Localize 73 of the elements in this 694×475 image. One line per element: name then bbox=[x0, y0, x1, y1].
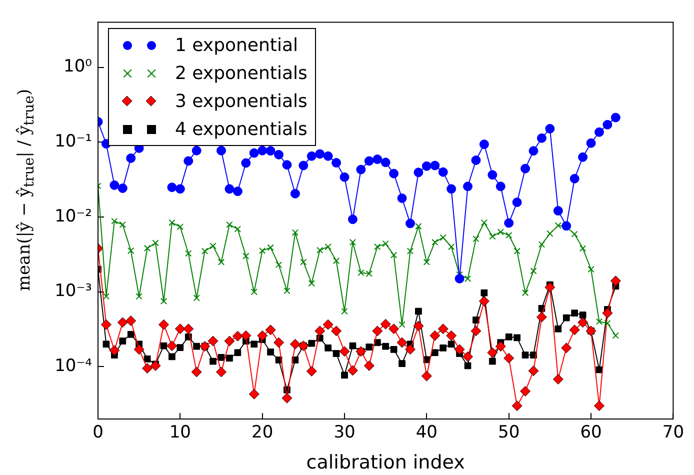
x-axis-title: calibration index bbox=[306, 452, 465, 474]
point bbox=[241, 158, 251, 168]
point bbox=[536, 133, 546, 143]
point bbox=[488, 170, 498, 180]
x-tick-label: 60 bbox=[580, 422, 602, 443]
point bbox=[274, 150, 284, 160]
point bbox=[430, 160, 440, 170]
point bbox=[520, 164, 530, 174]
point bbox=[438, 167, 448, 177]
y-tick-label: 10⁻³ bbox=[54, 281, 92, 302]
point bbox=[348, 214, 358, 224]
point bbox=[323, 151, 333, 161]
point bbox=[422, 161, 432, 171]
y-tick-label: 10⁻² bbox=[54, 206, 92, 226]
point bbox=[232, 186, 242, 196]
point bbox=[504, 218, 514, 228]
point bbox=[586, 138, 596, 148]
point bbox=[364, 156, 374, 166]
x-tick-label: 0 bbox=[92, 422, 104, 443]
point bbox=[249, 148, 259, 158]
point bbox=[610, 112, 620, 122]
point bbox=[594, 127, 604, 137]
point bbox=[258, 146, 268, 156]
x-tick-label: 20 bbox=[252, 422, 274, 443]
point bbox=[118, 183, 128, 193]
x-tick-label: 30 bbox=[334, 422, 356, 443]
point bbox=[479, 140, 489, 150]
x-tick-label: 50 bbox=[498, 422, 520, 443]
point bbox=[224, 184, 234, 194]
point bbox=[471, 155, 481, 165]
point bbox=[290, 188, 300, 198]
point bbox=[463, 182, 473, 192]
point bbox=[545, 124, 555, 134]
y-tick-label: 10⁻⁴ bbox=[54, 356, 92, 376]
point bbox=[175, 184, 185, 194]
point bbox=[340, 172, 350, 182]
point bbox=[397, 193, 407, 203]
x-tick-label: 10 bbox=[169, 422, 191, 443]
legend-label: 4 exponentials bbox=[175, 118, 308, 140]
point bbox=[496, 182, 506, 192]
point bbox=[306, 151, 316, 161]
point bbox=[110, 180, 120, 190]
point bbox=[512, 198, 522, 208]
legend-label: 1 exponential bbox=[175, 34, 298, 56]
point bbox=[216, 146, 226, 156]
point bbox=[380, 158, 390, 168]
point bbox=[372, 154, 382, 164]
point bbox=[389, 168, 399, 178]
point bbox=[282, 160, 292, 170]
point bbox=[332, 158, 342, 168]
point bbox=[414, 168, 424, 178]
point bbox=[528, 146, 538, 156]
x-tick-label: 70 bbox=[662, 422, 684, 443]
point bbox=[454, 274, 464, 284]
x-tick-label: 40 bbox=[416, 422, 438, 443]
point bbox=[266, 146, 276, 156]
point bbox=[126, 153, 136, 163]
point bbox=[446, 184, 456, 194]
legend-label: 2 exponentials bbox=[175, 62, 308, 84]
point bbox=[315, 149, 325, 159]
legend-label: 3 exponentials bbox=[175, 90, 308, 112]
point bbox=[192, 146, 202, 156]
point bbox=[602, 120, 612, 130]
point bbox=[553, 206, 563, 216]
point bbox=[298, 160, 308, 170]
point bbox=[405, 218, 415, 228]
point bbox=[184, 156, 194, 166]
point bbox=[167, 182, 177, 192]
y-tick-label: 10⁰ bbox=[64, 56, 92, 77]
y-tick-label: 10⁻¹ bbox=[54, 132, 92, 152]
point bbox=[570, 174, 580, 184]
point bbox=[578, 152, 588, 162]
point bbox=[356, 164, 366, 174]
